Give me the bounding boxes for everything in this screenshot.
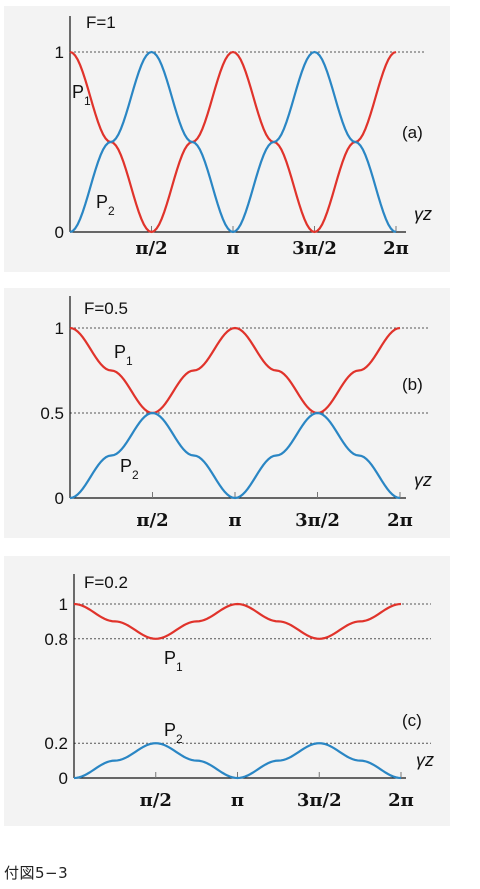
x-tick-label: π [231,790,244,811]
parameter-label: F=1 [86,13,116,32]
y-tick-label: 1 [55,43,64,62]
x-axis-label: γz [414,470,432,490]
x-tick-label: 3π/2 [292,238,337,259]
chart-panel-b: 0 0.5 1 π/2 π 3π/2 2π P1 P2 F=0.5 (b) γz [4,288,450,538]
chart-c-svg: 0 0.2 0.8 1 π/2 π 3π/2 2π P1 P2 F=0.2 (c) γz [44,573,434,811]
chart-b-svg: 0 0.5 1 π/2 π 3π/2 2π P1 P2 F=0.5 (b) γz [40,296,432,531]
y-tick-label: 0.8 [44,630,68,649]
x-tick-label: π/2 [136,510,168,531]
y-tick-label: 0 [59,769,68,788]
chart-a-svg: 0 1 π/2 π 3π/2 2π P1 P2 F=1 (a) γz [55,13,432,259]
chart-panel-c: 0 0.2 0.8 1 π/2 π 3π/2 2π P1 P2 F=0.2 (c) γz [4,556,450,826]
series-label-p2: P2 [164,720,183,746]
series-line-p2 [73,742,402,780]
series-line-p1 [69,50,397,234]
y-tick-label: 0.5 [40,404,64,423]
panel-label: (a) [402,123,423,142]
x-tick-label: π [228,510,241,531]
x-tick-label: 2π [387,510,413,531]
panel-label: (c) [402,711,422,730]
series-label-p2: P2 [96,192,115,218]
series-label-p1: P1 [72,82,91,108]
y-tick-label: 1 [59,595,68,614]
y-tick-label: 0 [55,489,64,508]
series-line-p1 [69,326,401,415]
figure-caption: 付図5−3 [4,864,69,882]
panel-label: (b) [402,375,423,394]
x-tick-label: 3π/2 [295,510,340,531]
series-label-p1: P1 [164,648,183,674]
x-tick-label: π/2 [140,790,172,811]
parameter-label: F=0.2 [84,573,128,592]
parameter-label: F=0.5 [84,299,128,318]
series-line-p1 [73,602,402,640]
series-label-p1: P1 [114,342,133,368]
series-label-p2: P2 [120,456,139,482]
x-tick-label: 3π/2 [297,790,342,811]
x-tick-label: 2π [388,790,414,811]
y-tick-label: 0 [55,223,64,242]
x-axis-label: γz [416,750,434,770]
chart-panel-a: 0 1 π/2 π 3π/2 2π P1 P2 F=1 (a) γz [4,6,450,272]
x-tick-label: π/2 [135,238,167,259]
y-tick-label: 1 [55,319,64,338]
x-axis-label: γz [414,204,432,224]
series-line-p2 [69,50,397,234]
x-tick-label: π [226,238,239,259]
y-tick-label: 0.2 [44,734,68,753]
x-tick-label: 2π [383,238,409,259]
series-line-p2 [69,411,401,500]
